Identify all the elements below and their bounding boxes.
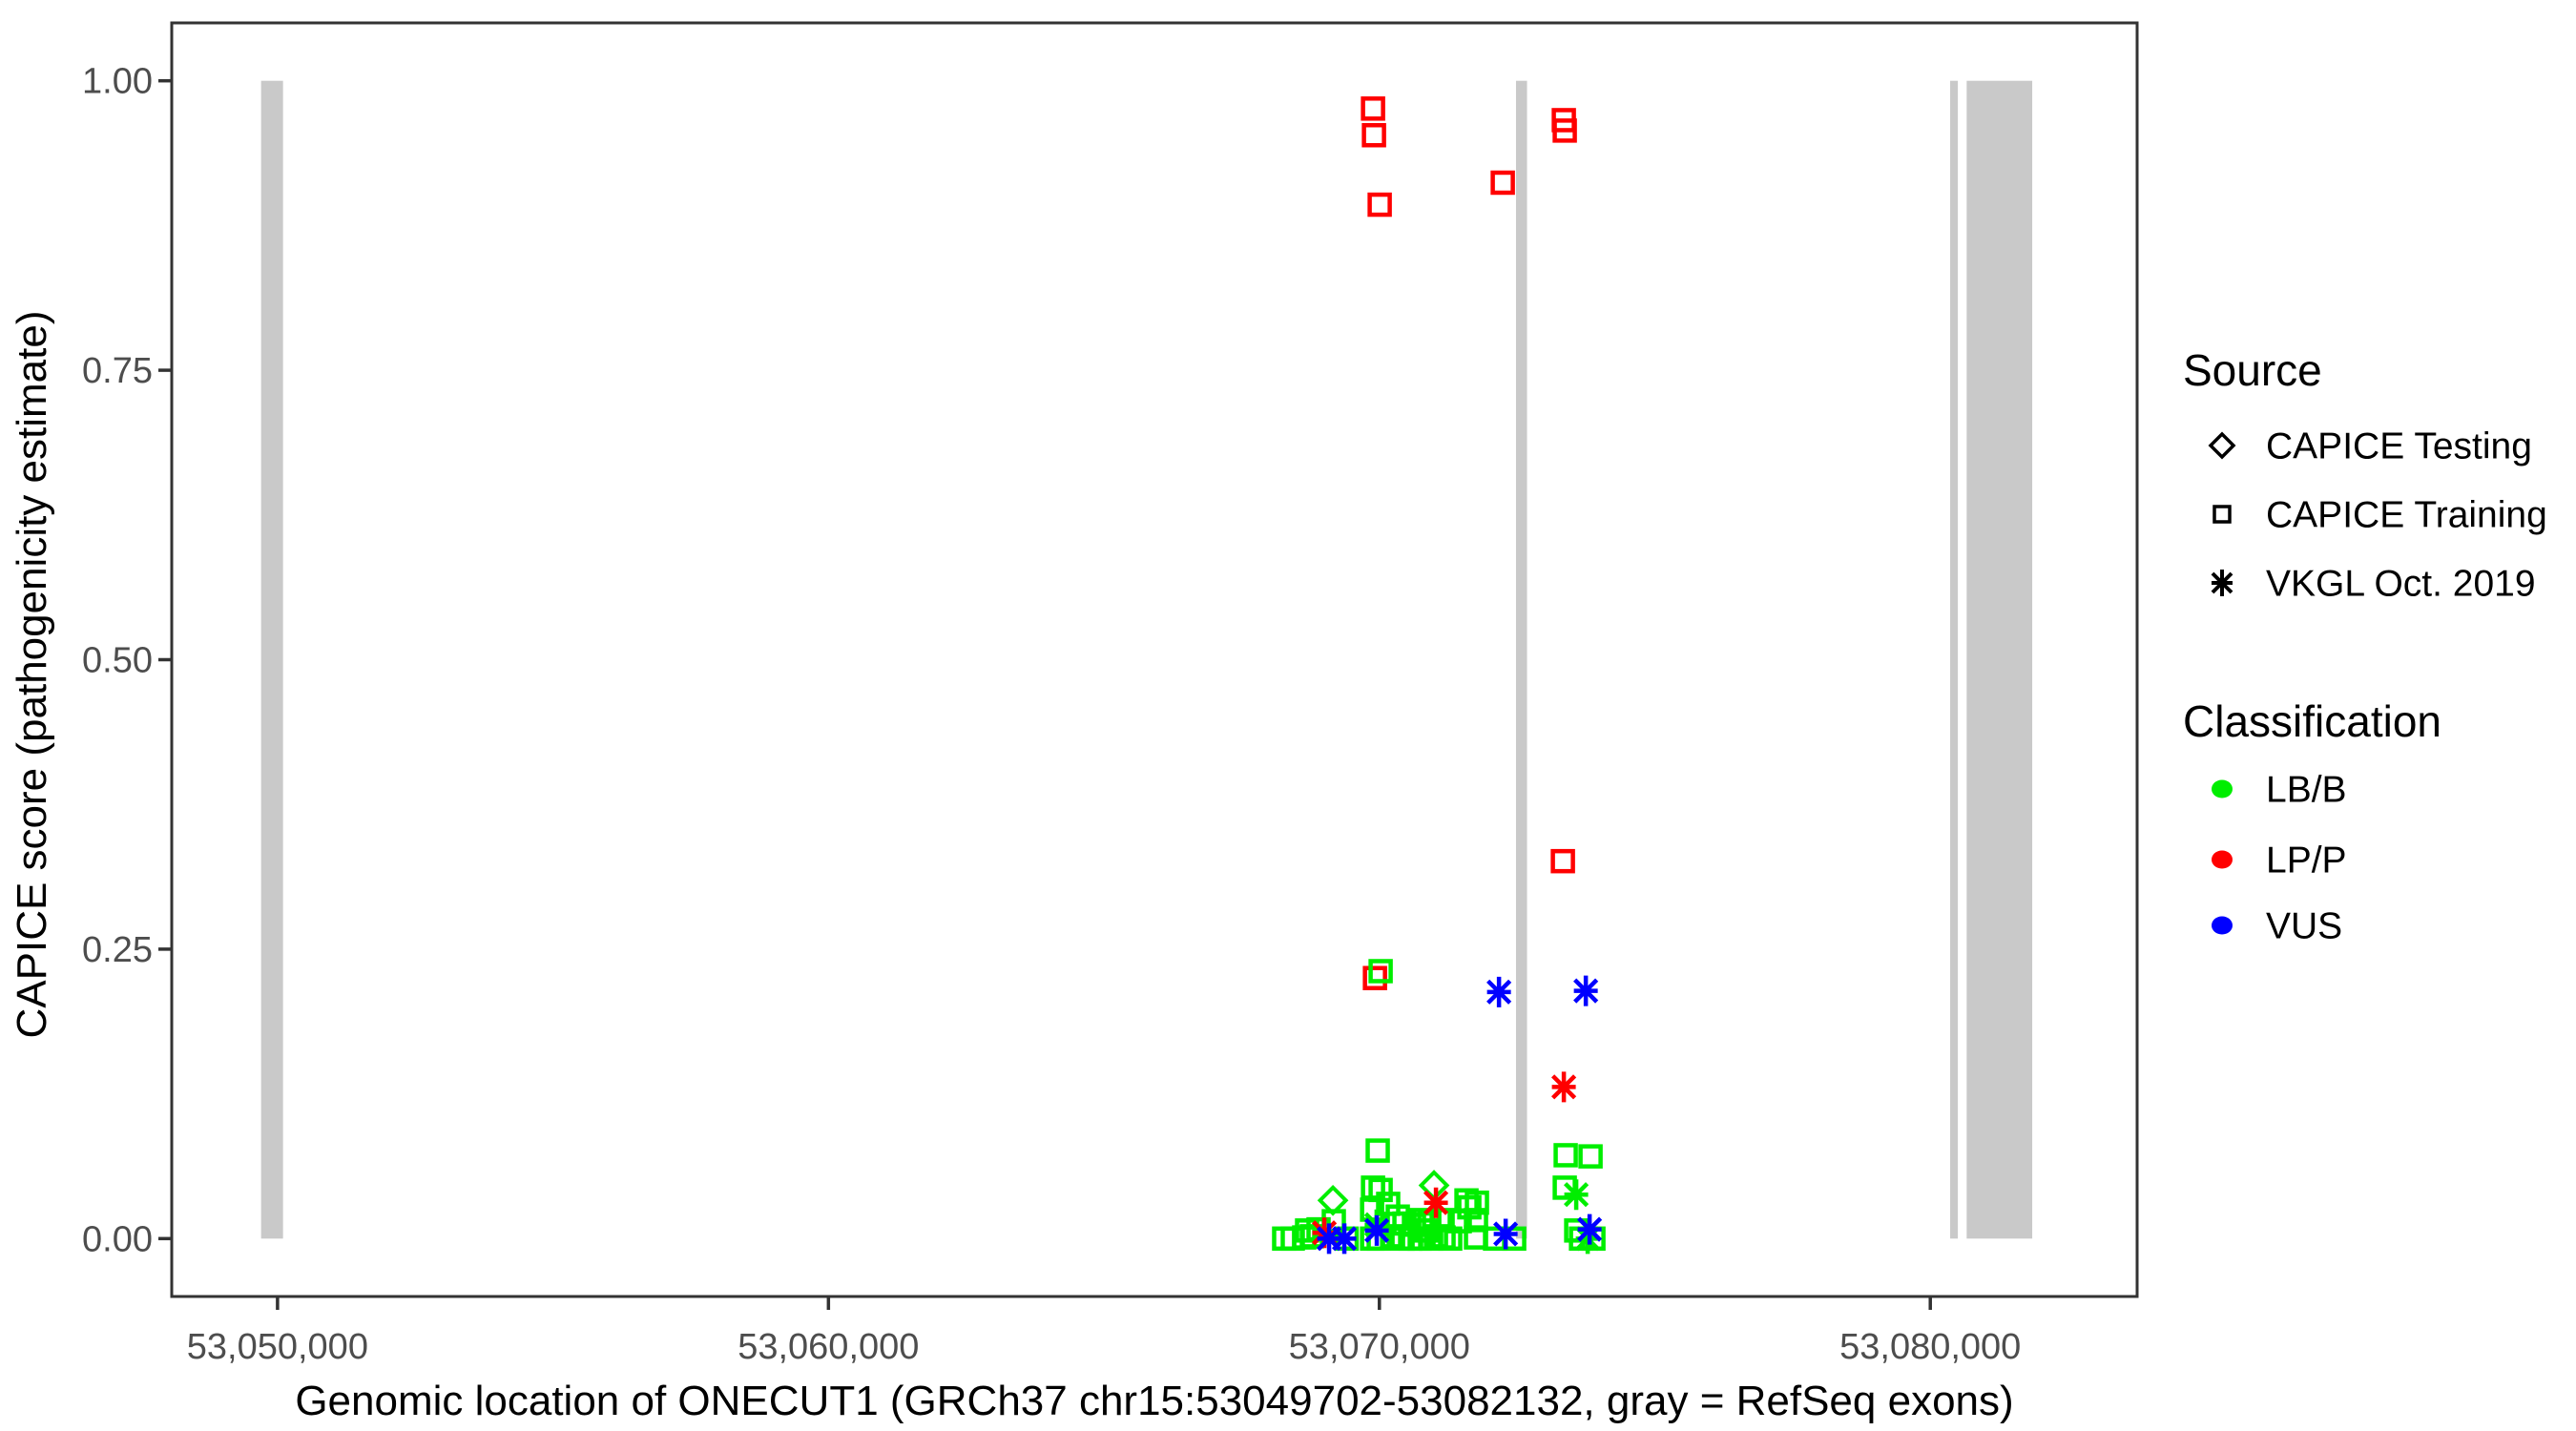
data-point — [1464, 1208, 1488, 1233]
refseq-exon-bar — [1515, 80, 1527, 1239]
data-point — [1317, 1184, 1349, 1216]
refseq-exon-bar — [1966, 80, 2033, 1239]
x-axis-tick-label: 53,070,000 — [1289, 1327, 1470, 1367]
refseq-exon-bar — [1950, 80, 1959, 1239]
refseq-exon-bar — [260, 80, 283, 1239]
legend-source-item-label: CAPICE Training — [2266, 495, 2547, 536]
data-point — [1361, 1175, 1385, 1200]
data-point — [1490, 170, 1515, 196]
y-axis-tick-label: 0.75 — [82, 351, 153, 391]
data-point — [1577, 1213, 1603, 1245]
legend-color-dot-icon — [2212, 779, 2233, 798]
y-axis-tick-label: 0.25 — [82, 930, 153, 970]
data-point — [1368, 1177, 1393, 1203]
x-axis-tick-label: 53,050,000 — [187, 1327, 368, 1367]
data-point — [1564, 1179, 1589, 1211]
y-axis-tick-label: 0.50 — [82, 641, 153, 681]
data-point — [1368, 959, 1393, 984]
data-point — [1423, 1187, 1449, 1218]
data-point — [1493, 1218, 1519, 1250]
x-axis-tick-label: 53,060,000 — [737, 1327, 919, 1367]
x-axis-title: Genomic location of ONECUT1 (GRCh37 chr1… — [295, 1378, 2013, 1424]
legend-source-item-label: CAPICE Testing — [2266, 426, 2532, 467]
data-point — [1457, 1194, 1482, 1220]
legend-square-icon — [2212, 505, 2232, 524]
legend-classification-item-label: LP/P — [2266, 840, 2347, 881]
data-point — [1553, 1143, 1578, 1168]
legend-asterisk-icon — [2211, 570, 2233, 596]
legend-source-item-label: VKGL Oct. 2019 — [2266, 564, 2536, 605]
data-point — [1361, 96, 1385, 121]
data-point — [1417, 1211, 1442, 1236]
data-point — [1362, 965, 1387, 990]
legend-diamond-icon — [2208, 431, 2236, 460]
data-point — [1361, 122, 1386, 148]
data-point — [1552, 118, 1577, 143]
data-point — [1573, 975, 1599, 1006]
data-point — [1363, 1214, 1390, 1246]
data-point — [1551, 1071, 1577, 1103]
data-point — [1316, 1223, 1342, 1255]
y-axis-title: CAPICE score (pathogenicity estimate) — [9, 311, 55, 1039]
plot-panel-border — [170, 21, 2139, 1298]
data-point — [1550, 848, 1575, 874]
legend-classification-item-label: VUS — [2266, 906, 2342, 947]
data-point — [1331, 1223, 1358, 1255]
y-axis-tick-label: 0.00 — [82, 1219, 153, 1259]
y-axis-tick-label: 1.00 — [82, 62, 153, 102]
legend-classification-item-label: LB/B — [2266, 770, 2347, 811]
data-point — [1365, 1138, 1390, 1163]
legend-source-title: Source — [2183, 345, 2322, 395]
data-point — [1465, 1190, 1489, 1215]
legend-color-dot-icon — [2212, 916, 2233, 935]
legend-color-dot-icon — [2212, 850, 2233, 869]
data-point — [1578, 1144, 1603, 1169]
data-point — [1486, 976, 1512, 1007]
legend-classification-title: Classification — [2183, 696, 2441, 746]
data-point — [1367, 192, 1392, 218]
x-axis-tick-label: 53,080,000 — [1839, 1327, 2021, 1367]
